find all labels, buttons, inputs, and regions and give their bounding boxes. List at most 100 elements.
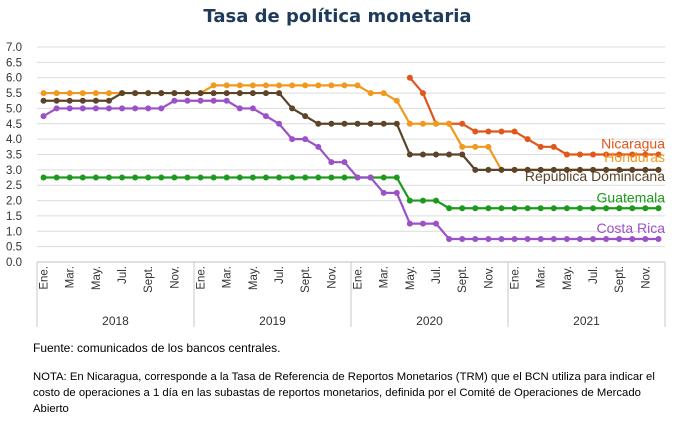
data-point bbox=[459, 235, 466, 242]
year-label: 2020 bbox=[416, 314, 443, 328]
data-point bbox=[289, 174, 296, 181]
data-point bbox=[79, 90, 86, 97]
data-point bbox=[354, 174, 361, 181]
data-point bbox=[367, 174, 374, 181]
x-tick-label: Mar. bbox=[536, 266, 548, 288]
y-tick-label: 6.0 bbox=[6, 73, 22, 85]
data-point bbox=[197, 90, 204, 97]
x-tick-label: Mar. bbox=[65, 266, 77, 288]
series-label: Guatemala bbox=[597, 189, 666, 205]
data-point bbox=[511, 235, 518, 242]
data-point bbox=[276, 120, 283, 127]
data-point bbox=[629, 166, 636, 173]
data-point bbox=[616, 235, 623, 242]
data-point bbox=[419, 197, 426, 204]
data-point bbox=[40, 97, 47, 104]
data-point bbox=[289, 82, 296, 89]
data-point bbox=[537, 235, 544, 242]
data-point bbox=[511, 205, 518, 212]
data-point bbox=[328, 174, 335, 181]
x-tick-label: Ene. bbox=[510, 266, 522, 290]
year-label: 2018 bbox=[102, 314, 129, 328]
data-point bbox=[66, 97, 73, 104]
year-label: 2019 bbox=[259, 314, 286, 328]
data-point bbox=[511, 128, 518, 135]
data-point bbox=[328, 159, 335, 166]
data-point bbox=[393, 189, 400, 196]
data-point bbox=[380, 189, 387, 196]
data-point bbox=[485, 143, 492, 150]
data-point bbox=[603, 235, 610, 242]
series-line-republica-dominicana bbox=[43, 91, 659, 171]
data-point bbox=[629, 235, 636, 242]
data-point bbox=[498, 235, 505, 242]
data-point bbox=[210, 90, 217, 97]
x-tick-label: May. bbox=[248, 266, 260, 290]
data-point bbox=[92, 90, 99, 97]
y-tick-label: 1.0 bbox=[6, 226, 22, 238]
data-point bbox=[406, 220, 413, 227]
x-tick-label: Mar. bbox=[222, 266, 234, 288]
x-tick-label: May. bbox=[91, 266, 103, 290]
data-point bbox=[53, 97, 60, 104]
data-point bbox=[302, 136, 309, 143]
data-point bbox=[537, 143, 544, 150]
y-tick-label: 7.0 bbox=[6, 42, 22, 54]
data-point bbox=[498, 205, 505, 212]
data-point bbox=[223, 97, 230, 104]
data-point bbox=[276, 90, 283, 97]
data-point bbox=[40, 113, 47, 120]
data-point bbox=[145, 174, 152, 181]
data-point bbox=[92, 105, 99, 112]
y-tick-label: 0.0 bbox=[6, 257, 22, 269]
data-point bbox=[433, 220, 440, 227]
data-point bbox=[655, 151, 662, 158]
data-point bbox=[158, 105, 165, 112]
data-point bbox=[236, 105, 243, 112]
series-label: República Dominicana bbox=[525, 168, 665, 184]
data-point bbox=[576, 235, 583, 242]
data-point bbox=[576, 151, 583, 158]
data-point bbox=[524, 205, 531, 212]
data-point bbox=[184, 174, 191, 181]
y-tick-label: 0.5 bbox=[6, 242, 22, 254]
data-point bbox=[249, 105, 256, 112]
x-tick-label: Nov. bbox=[483, 266, 495, 289]
data-point bbox=[79, 105, 86, 112]
data-point bbox=[419, 90, 426, 97]
data-point bbox=[419, 220, 426, 227]
data-point bbox=[79, 97, 86, 104]
year-label: 2021 bbox=[573, 314, 600, 328]
data-point bbox=[642, 151, 649, 158]
x-tick-label: Jul. bbox=[117, 266, 129, 284]
data-point bbox=[354, 120, 361, 127]
x-tick-label: Ene. bbox=[39, 266, 51, 290]
data-point bbox=[498, 128, 505, 135]
footnote: NOTA: En Nicaragua, corresponde a la Tas… bbox=[33, 371, 655, 415]
data-point bbox=[158, 174, 165, 181]
data-point bbox=[223, 90, 230, 97]
data-point bbox=[472, 143, 479, 150]
data-point bbox=[276, 82, 283, 89]
x-tick-label: May. bbox=[562, 266, 574, 290]
data-point bbox=[184, 97, 191, 104]
chart-title: Tasa de política monetaria bbox=[203, 6, 472, 27]
x-tick-label: Nov. bbox=[326, 266, 338, 289]
x-tick-label: Jul. bbox=[431, 266, 443, 284]
y-tick-label: 3.5 bbox=[6, 150, 22, 162]
x-tick-label: Sept. bbox=[457, 266, 469, 293]
data-point bbox=[419, 120, 426, 127]
data-point bbox=[92, 97, 99, 104]
data-point bbox=[79, 174, 86, 181]
y-tick-label: 2.5 bbox=[6, 180, 22, 192]
data-point bbox=[53, 90, 60, 97]
y-tick-label: 6.5 bbox=[6, 57, 22, 69]
y-tick-label: 4.0 bbox=[6, 134, 22, 146]
data-point bbox=[563, 235, 570, 242]
data-point bbox=[537, 166, 544, 173]
data-point bbox=[197, 174, 204, 181]
data-point bbox=[367, 90, 374, 97]
y-tick-label: 3.0 bbox=[6, 165, 22, 177]
data-point bbox=[354, 82, 361, 89]
data-point bbox=[472, 128, 479, 135]
